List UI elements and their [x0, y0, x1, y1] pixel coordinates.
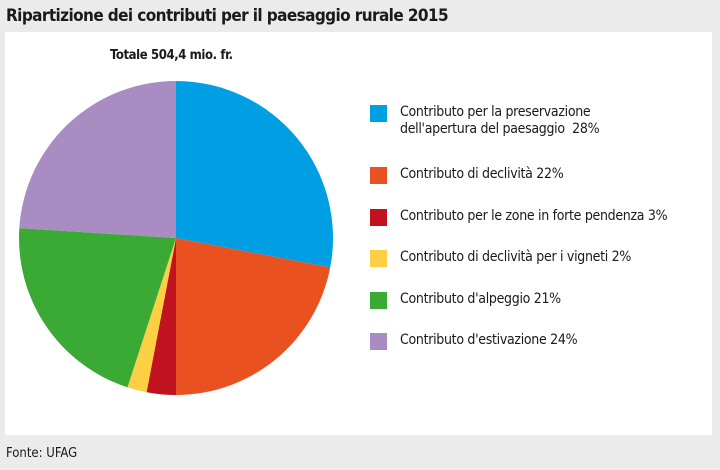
- legend-swatch: [370, 292, 387, 309]
- pie-slice-1: [176, 238, 331, 395]
- chart-title: Ripartizione dei contributi per il paesa…: [6, 6, 449, 26]
- pie-slice-2: [146, 238, 176, 396]
- pie-slice-0: [176, 81, 333, 268]
- source-note: Fonte: UFAG: [6, 446, 78, 461]
- legend-swatch: [370, 209, 387, 226]
- legend-label: Contributo di declività 22%: [400, 166, 564, 182]
- legend-label: Contributo di declività per i vigneti 2%: [400, 249, 632, 265]
- legend-label: Contributo per le zone in forte pendenza…: [400, 208, 668, 224]
- legend-label: Contributo d'estivazione 24%: [400, 332, 578, 348]
- chart-subtitle: Totale 504,4 mio. fr.: [110, 48, 233, 63]
- legend-swatch: [370, 333, 387, 350]
- pie-slice-4: [18, 228, 176, 388]
- legend-label: Contributo per la preservazione dell'ape…: [400, 104, 600, 137]
- legend-swatch: [370, 105, 387, 122]
- pie-slice-3: [127, 238, 176, 393]
- pie-slice-5: [19, 80, 177, 238]
- legend-label: Contributo d'alpeggio 21%: [400, 291, 561, 307]
- legend-swatch: [370, 250, 387, 267]
- legend-swatch: [370, 167, 387, 184]
